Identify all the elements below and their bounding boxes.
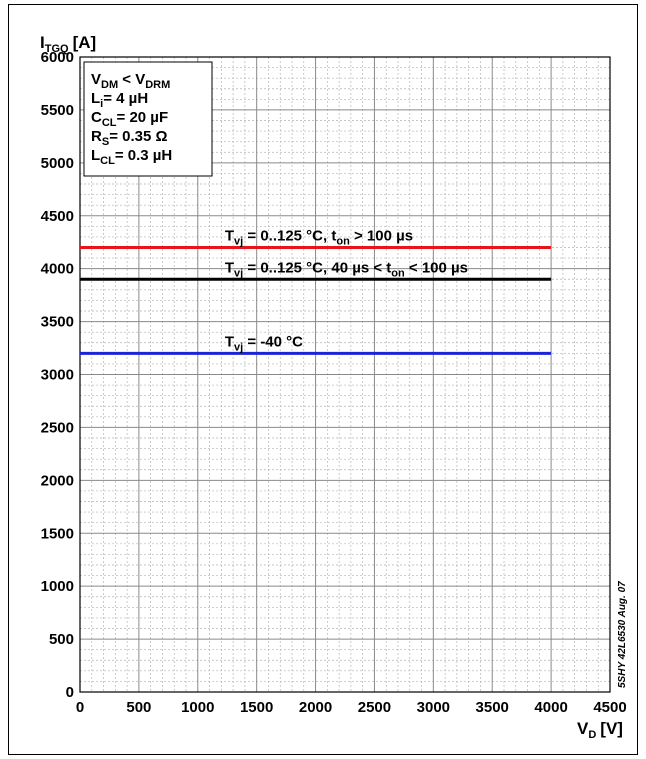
y-tick-label: 1000 <box>41 578 74 595</box>
y-tick-label: 0 <box>66 684 74 701</box>
figure-frame <box>8 4 638 755</box>
plot-border <box>79 56 611 693</box>
y-tick-label: 6000 <box>41 49 74 66</box>
x-axis-label: VD [V] <box>577 719 623 741</box>
y-tick-label: 5500 <box>41 102 74 119</box>
parameter-line: Li= 4 µH <box>91 90 148 110</box>
parameter-line: VDM < VDRM <box>91 71 170 91</box>
y-tick-label: 500 <box>49 631 74 648</box>
x-tick-label: 1000 <box>181 699 214 716</box>
series-label: Tvj = -40 °C <box>225 333 303 353</box>
x-tick-label: 3500 <box>476 699 509 716</box>
x-tick-label: 3000 <box>417 699 450 716</box>
series-lines <box>80 246 552 355</box>
y-tick-label: 2500 <box>41 419 74 436</box>
parameter-box <box>83 61 213 177</box>
y-tick-labels: 0 500 1000 1500 2000 2500 3000 3500 4000 4500 5000… <box>41 49 74 701</box>
y-tick-label: 4500 <box>41 208 74 225</box>
series-label: Tvj = 0..125 °C, ton > 100 µs <box>225 228 413 248</box>
x-tick-labels: 0 500 1000 1500 2000 2500 3000 3500 4000 4500 <box>76 699 627 716</box>
y-tick-label: 4000 <box>41 261 74 278</box>
x-tick-label: 0 <box>76 699 84 716</box>
y-tick-label: 3500 <box>41 314 74 331</box>
parameter-line: LCL= 0.3 µH <box>91 147 172 167</box>
y-tick-label: 1500 <box>41 525 74 542</box>
x-tick-label: 2000 <box>299 699 332 716</box>
series-label: Tvj = 0..125 °C, 40 µs < ton < 100 µs <box>225 259 468 279</box>
document-reference: 5SHY 42L6530 Aug. 07 <box>617 581 628 688</box>
x-tick-label: 2500 <box>358 699 391 716</box>
x-tick-label: 4500 <box>593 699 626 716</box>
parameter-line: CCL= 20 µF <box>91 109 168 129</box>
y-tick-label: 3000 <box>41 367 74 384</box>
x-tick-label: 4000 <box>534 699 567 716</box>
y-axis-label: ITGQ [A] <box>40 33 96 55</box>
y-tick-label: 5000 <box>41 155 74 172</box>
x-tick-label: 500 <box>126 699 151 716</box>
parameter-line: RS= 0.35 Ω <box>91 128 168 148</box>
y-tick-label: 2000 <box>41 472 74 489</box>
series-labels: Tvj = 0..125 °C, ton > 100 µs Tvj = 0..12… <box>225 228 468 354</box>
x-tick-label: 1500 <box>240 699 273 716</box>
